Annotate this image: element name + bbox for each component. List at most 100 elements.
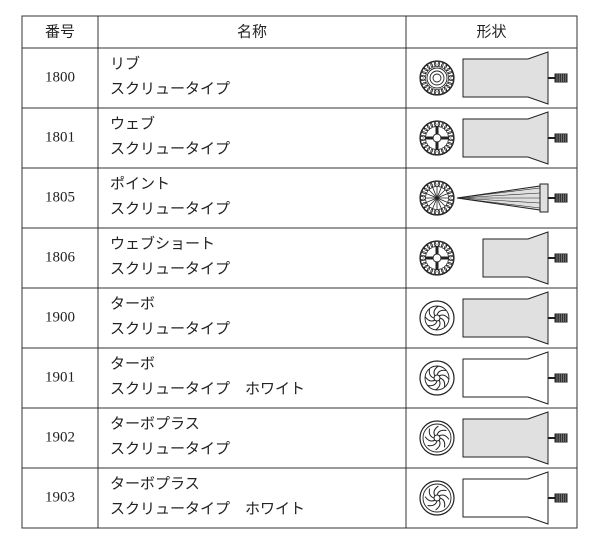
body xyxy=(462,291,549,345)
wheel-rib xyxy=(437,61,444,68)
wheel-inner xyxy=(424,365,450,391)
wheel-rib xyxy=(447,75,454,82)
cone-line xyxy=(456,187,541,199)
wheel-spoke xyxy=(428,189,438,199)
wheel-blade xyxy=(438,494,450,500)
wheel-rib xyxy=(447,258,454,265)
body xyxy=(482,231,549,285)
wheel-rib xyxy=(430,121,437,128)
wheel-rib xyxy=(447,198,454,205)
wheel-blade xyxy=(424,316,436,322)
number-cell: 1901 xyxy=(45,369,75,385)
shape-icon xyxy=(419,351,568,405)
wheel-rib xyxy=(430,268,437,275)
name-line: スクリュータイプ xyxy=(110,260,230,277)
wheel-hub xyxy=(433,434,441,442)
wheel-rib xyxy=(421,201,428,208)
wheel-blade xyxy=(427,380,438,387)
screw xyxy=(554,193,568,203)
wheel-blade xyxy=(427,440,438,447)
wheel-blade xyxy=(424,496,436,502)
wheel-rib xyxy=(446,127,453,134)
name-line: ターボプラス xyxy=(110,415,200,432)
wheel-rib xyxy=(430,61,437,68)
name-line: ウェブショート xyxy=(110,234,215,252)
collar xyxy=(539,183,549,213)
wheel-rib xyxy=(440,87,447,94)
wheel-blade xyxy=(435,319,441,331)
wheel-outer xyxy=(419,60,455,96)
number-cell: 1903 xyxy=(45,489,75,505)
wheel-spoke xyxy=(432,186,438,199)
screw xyxy=(554,73,568,83)
wheel-rib xyxy=(437,241,444,248)
wheel-rib xyxy=(446,187,453,194)
name-line: スクリュータイプ ホワイト xyxy=(110,500,305,517)
wheel-spoke xyxy=(436,197,449,203)
wheel-rib xyxy=(447,71,454,78)
wheel-blade xyxy=(428,488,435,499)
wheel-spoke xyxy=(432,197,438,210)
screw xyxy=(554,253,568,263)
wheel-blade xyxy=(433,365,439,377)
wheel-rib xyxy=(437,121,444,128)
wheel-rib xyxy=(430,241,437,248)
wheel-blade xyxy=(438,374,450,380)
wheel-rib xyxy=(447,191,454,198)
cone-line xyxy=(456,197,541,209)
wheel-rib xyxy=(430,181,437,188)
body xyxy=(462,51,549,105)
wheel-blade xyxy=(428,368,435,379)
wheel-blade xyxy=(433,425,439,437)
wheel-rib xyxy=(421,82,428,89)
wheel-rib xyxy=(420,71,427,78)
shape-icon xyxy=(419,231,568,285)
screw xyxy=(554,133,568,143)
wheel-rib xyxy=(421,261,428,268)
body xyxy=(462,471,549,525)
name-line: ターボ xyxy=(110,355,155,372)
number-cell: 1900 xyxy=(45,309,75,325)
wheel-blade xyxy=(435,439,441,451)
number-cell: 1902 xyxy=(45,429,75,445)
wheel-spoke xyxy=(436,197,446,207)
wheel-spoke xyxy=(425,197,438,203)
body xyxy=(462,411,549,465)
wheel-hub xyxy=(433,494,441,502)
wheel-rib xyxy=(420,258,427,265)
name-line: スクリュータイプ xyxy=(110,80,230,97)
wheel-blade xyxy=(439,497,446,508)
wheel-blade xyxy=(438,434,450,440)
wheel-rib xyxy=(446,247,453,254)
cone-line xyxy=(456,192,541,199)
wheel-rib xyxy=(440,147,447,154)
wheel-rib xyxy=(420,191,427,198)
name-line: スクリュータイプ xyxy=(110,440,230,457)
wheel-inner xyxy=(422,423,452,453)
name-line: ターボプラス xyxy=(110,475,200,492)
name-line: ウェブ xyxy=(110,114,155,132)
number-cell: 1801 xyxy=(45,129,75,145)
wheel-rib xyxy=(430,148,437,155)
wheel-blade xyxy=(433,305,439,317)
cone-line xyxy=(456,197,541,204)
header-cell: 番号 xyxy=(45,23,75,40)
wheel-blade xyxy=(436,489,447,496)
wheel-hub xyxy=(433,374,441,382)
wheel-rib xyxy=(420,131,427,138)
wheel-blade xyxy=(435,499,441,511)
body xyxy=(462,351,549,405)
name-line: スクリュータイプ ホワイト xyxy=(110,380,305,397)
screw xyxy=(554,373,568,383)
wheel-spoke xyxy=(436,193,449,199)
shape-icon xyxy=(419,471,568,525)
wheel-blade xyxy=(436,369,447,376)
wheel-rib xyxy=(440,267,447,274)
wheel-rib xyxy=(446,68,453,75)
wheel-rib xyxy=(437,148,444,155)
wheel-rib xyxy=(426,62,433,69)
wheel-hub xyxy=(433,314,441,322)
wheel-rib xyxy=(437,268,444,275)
